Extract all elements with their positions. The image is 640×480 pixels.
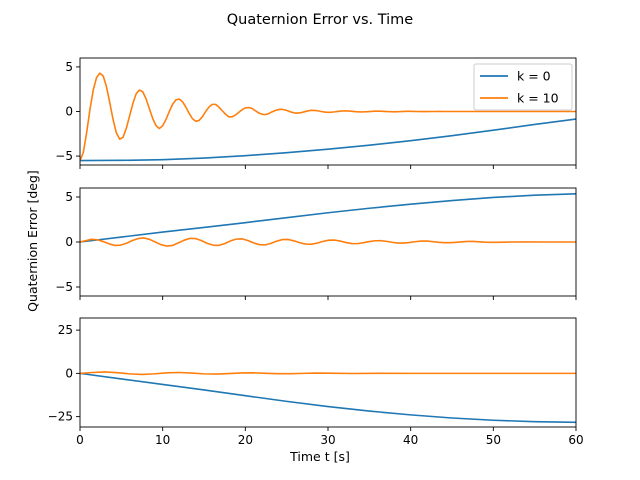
panel-2: −5 0 5 — [55, 187, 577, 300]
x-tick-label: 20 — [238, 433, 253, 447]
legend: k = 0 k = 10 — [473, 63, 573, 111]
x-tick-label: 50 — [486, 433, 501, 447]
x-tick-label: 40 — [403, 433, 418, 447]
x-axis-label: Time t [s] — [289, 449, 350, 464]
panel-1: −5 0 5 k = 0 k = 10 — [55, 57, 577, 169]
series-line-k0-panel-1 — [80, 118, 576, 162]
y-tick-label: 25 — [58, 323, 73, 337]
legend-label: k = 10 — [517, 91, 559, 106]
x-tick-label: 10 — [155, 433, 170, 447]
y-tick-label: −5 — [55, 149, 73, 163]
x-tick-label: 30 — [320, 433, 335, 447]
series-line-k0-panel-3 — [80, 372, 576, 424]
series-line-k0-panel-2 — [80, 193, 576, 243]
y-tick-label: 0 — [65, 366, 73, 380]
y-tick-label: −25 — [48, 410, 73, 424]
series-line-k10-panel-3 — [80, 371, 576, 376]
chart-title: Quaternion Error vs. Time — [227, 12, 414, 28]
y-tick-label: 0 — [65, 105, 73, 119]
series-line-k10-panel-2 — [80, 237, 576, 247]
y-tick-label: 5 — [65, 60, 73, 74]
x-tick-label: 60 — [568, 433, 583, 447]
x-tick-label: 0 — [76, 433, 84, 447]
series-line-k10-panel-1 — [80, 72, 576, 161]
legend-label: k = 0 — [517, 69, 551, 84]
y-tick-label: 5 — [65, 190, 73, 204]
y-tick-label: −5 — [55, 280, 73, 294]
y-tick-label: 0 — [65, 235, 73, 249]
y-axis-label: Quaternion Error [deg] — [25, 170, 40, 312]
